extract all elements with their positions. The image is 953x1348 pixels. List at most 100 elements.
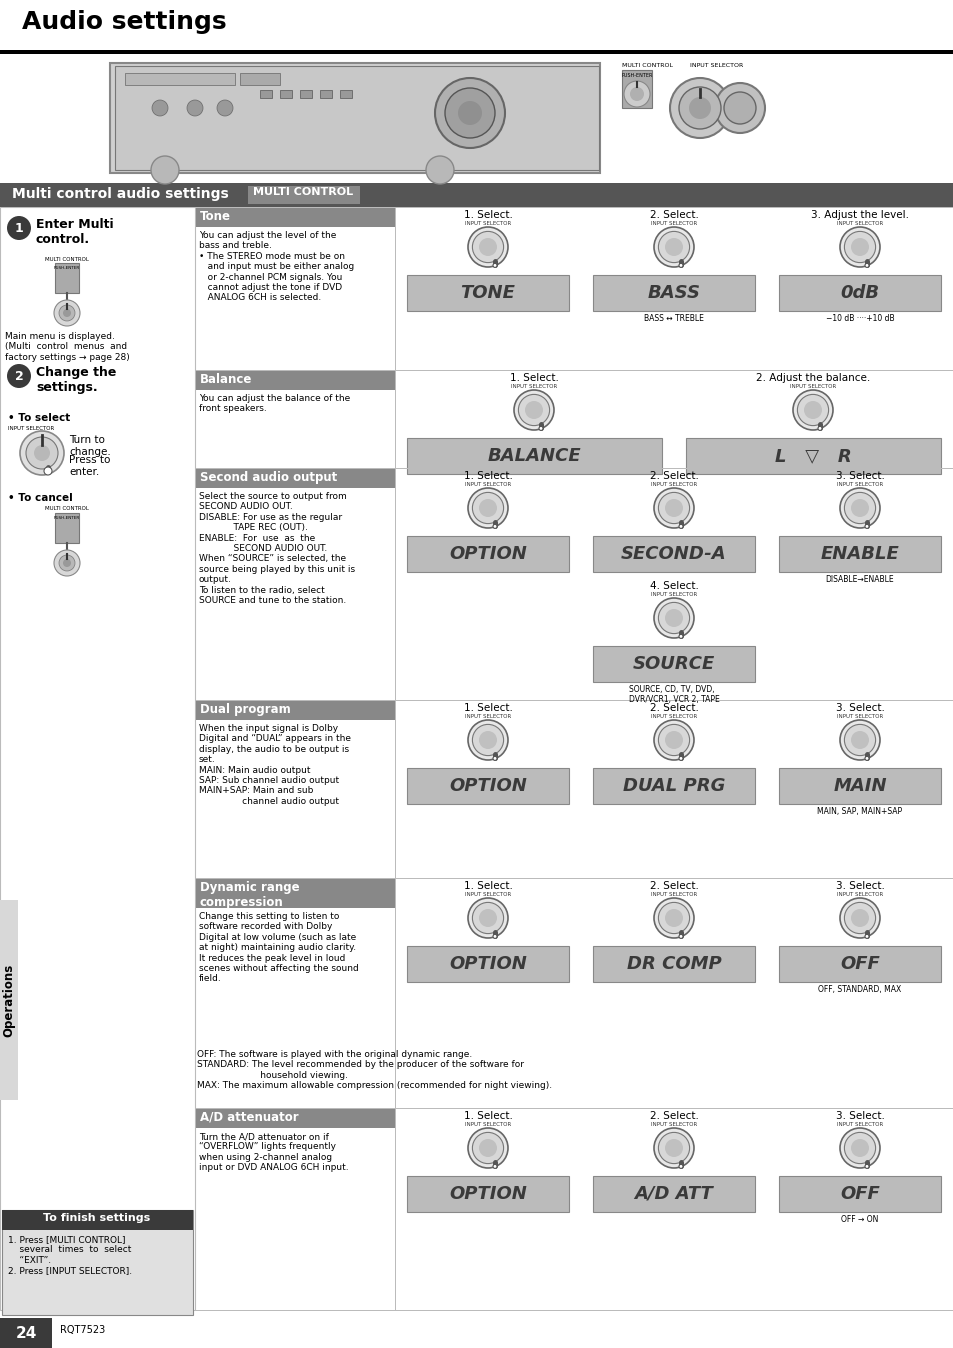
Text: A/D ATT: A/D ATT [634,1185,713,1202]
Bar [593,646,754,682]
Text: OPTION: OPTION [449,776,526,795]
Circle shape [54,550,80,576]
Text: OPTION: OPTION [449,1185,526,1202]
Circle shape [679,88,720,129]
Bar [779,537,940,572]
Text: INPUT SELECTOR: INPUT SELECTOR [650,592,697,597]
Text: ENABLE: ENABLE [820,545,899,563]
Circle shape [7,216,30,240]
Text: INPUT SELECTOR: INPUT SELECTOR [464,221,511,226]
Circle shape [658,603,689,634]
Text: Balance: Balance [200,373,253,386]
Bar [407,768,568,803]
Circle shape [864,934,868,938]
Circle shape [803,400,821,419]
Circle shape [493,1165,497,1169]
Circle shape [850,499,868,518]
Text: OFF: OFF [840,1185,879,1202]
Text: −10 dB ····+10 dB: −10 dB ····+10 dB [825,314,893,324]
Circle shape [152,100,168,116]
Circle shape [840,1128,879,1167]
Circle shape [654,1128,693,1167]
Text: SOURCE: SOURCE [632,655,715,673]
Text: INPUT SELECTOR: INPUT SELECTOR [464,1122,511,1127]
Circle shape [797,395,828,426]
Bar [248,186,359,204]
Circle shape [664,1139,682,1157]
Circle shape [679,934,682,938]
Circle shape [538,426,542,430]
Text: PUSH-ENTER: PUSH-ENTER [53,516,80,520]
Text: INPUT SELECTOR: INPUT SELECTOR [789,384,835,390]
Circle shape [472,1132,503,1163]
Bar [593,1175,754,1212]
Text: SOURCE, CD, TV, DVD,
DVR/VCR1, VCR 2, TAPE: SOURCE, CD, TV, DVD, DVR/VCR1, VCR 2, TA… [628,685,719,705]
Text: INPUT SELECTOR: INPUT SELECTOR [689,63,742,67]
Bar [110,63,599,173]
Text: DR COMP: DR COMP [626,954,720,973]
Bar [0,183,953,208]
Text: INPUT SELECTOR: INPUT SELECTOR [650,1122,697,1127]
Bar [952,208,953,1310]
Text: Turn to
change.: Turn to change. [69,435,111,457]
Circle shape [654,488,693,528]
Circle shape [444,88,495,137]
Text: 1. Select.: 1. Select. [463,470,512,481]
Circle shape [472,724,503,756]
Text: BALANCE: BALANCE [487,448,580,465]
Bar [194,208,395,226]
Circle shape [864,263,868,267]
Text: Turn the A/D attenuator on if
“OVERFLOW” lights frequently
when using 2-channel : Turn the A/D attenuator on if “OVERFLOW”… [199,1132,348,1173]
Circle shape [478,1139,497,1157]
Circle shape [679,635,682,639]
Bar [2,1211,193,1229]
Bar [115,66,598,170]
Text: 2. Adjust the balance.: 2. Adjust the balance. [755,373,869,383]
Bar [319,90,332,98]
Text: Multi control audio settings: Multi control audio settings [12,187,229,201]
Circle shape [669,78,729,137]
Text: 1. Select.: 1. Select. [463,704,512,713]
Bar [779,1175,940,1212]
Bar [194,700,395,720]
Text: Enter Multi
control.: Enter Multi control. [36,218,113,245]
Circle shape [493,934,497,938]
Text: Audio settings: Audio settings [22,9,227,34]
Text: INPUT SELECTOR: INPUT SELECTOR [836,221,882,226]
Circle shape [468,898,507,938]
Bar [55,263,79,293]
Text: MAIN: MAIN [832,776,886,795]
Text: 2. Select.: 2. Select. [649,1111,698,1122]
Text: INPUT SELECTOR: INPUT SELECTOR [836,714,882,718]
Bar [407,946,568,981]
Text: 2: 2 [14,369,24,383]
Bar [407,275,568,311]
Text: Dynamic range
compression: Dynamic range compression [200,882,299,909]
Text: MULTI CONTROL: MULTI CONTROL [253,187,353,197]
Circle shape [714,84,764,133]
Circle shape [850,909,868,927]
Text: 1: 1 [14,221,24,235]
Circle shape [151,156,179,183]
Circle shape [679,1165,682,1169]
Circle shape [493,756,497,760]
Circle shape [664,909,682,927]
Circle shape [688,97,710,119]
Circle shape [723,92,755,124]
Text: A/D attenuator: A/D attenuator [200,1111,298,1124]
Circle shape [658,492,689,523]
Circle shape [7,364,30,388]
Text: 4. Select.: 4. Select. [649,581,698,590]
Text: 3. Adjust the level.: 3. Adjust the level. [810,210,908,220]
Circle shape [34,445,50,461]
Text: BASS: BASS [647,284,700,302]
Circle shape [524,400,542,419]
Bar [194,369,395,390]
Text: PUSH-ENTER: PUSH-ENTER [620,73,652,78]
Bar [621,70,651,108]
Text: 3. Select.: 3. Select. [835,704,883,713]
Circle shape [654,720,693,760]
Bar [685,438,940,474]
Bar [0,900,18,1100]
Text: 0dB: 0dB [840,284,879,302]
